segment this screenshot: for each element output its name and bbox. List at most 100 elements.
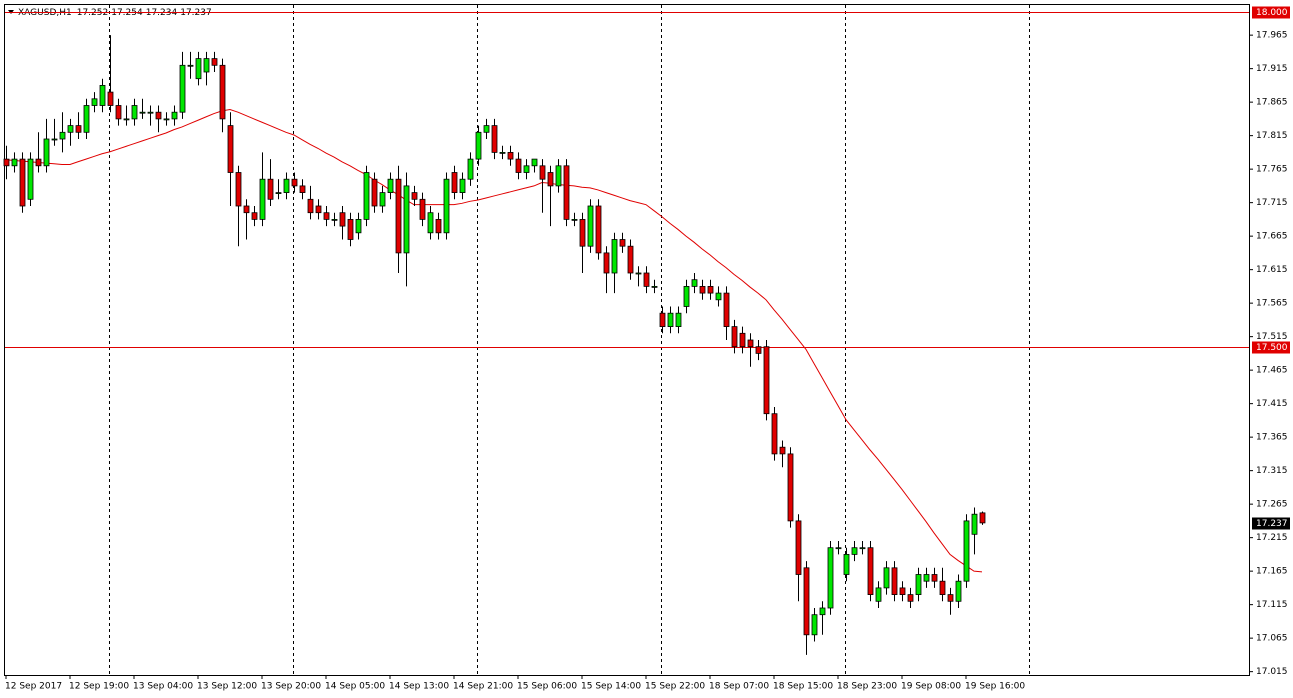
x-tick-label: 13 Sep 12:00 — [197, 682, 257, 692]
candle-body — [187, 64, 194, 67]
candle-body — [139, 111, 146, 114]
candle-body — [435, 218, 442, 234]
candle-body — [531, 158, 538, 167]
x-tick-label: 14 Sep 13:00 — [389, 682, 449, 692]
y-tick-label: 17.715 — [1256, 198, 1288, 208]
candle-body — [67, 125, 74, 133]
candle-body — [323, 212, 330, 220]
candle-body — [35, 158, 42, 167]
candle-body — [683, 285, 690, 307]
candle-body — [227, 125, 234, 173]
candle-body — [587, 205, 594, 247]
candle-body — [731, 326, 738, 348]
candle-body — [235, 172, 242, 207]
y-tick-label: 17.465 — [1256, 366, 1288, 376]
candle-body — [195, 58, 202, 80]
candle-body — [699, 285, 706, 294]
candle-body — [627, 245, 634, 274]
candle-body — [315, 205, 322, 214]
x-tick-label: 15 Sep 22:00 — [645, 682, 705, 692]
candle-body — [491, 125, 498, 153]
candle-body — [507, 151, 514, 160]
candle-body — [219, 64, 226, 120]
y-tick-label: 17.615 — [1256, 265, 1288, 275]
candle-body — [755, 346, 762, 354]
candle-body — [459, 178, 466, 193]
y-tick-label: 17.665 — [1256, 232, 1288, 242]
candle-body — [883, 567, 890, 589]
candle-body — [891, 567, 898, 595]
candle-body — [675, 312, 682, 328]
candle-body — [155, 111, 162, 120]
x-tick-label: 12 Sep 19:00 — [69, 682, 129, 692]
x-tick-label: 15 Sep 14:00 — [581, 682, 641, 692]
candle-body — [667, 312, 674, 328]
candle-body — [291, 178, 298, 187]
y-tick-label: 17.315 — [1256, 466, 1288, 476]
candle-body — [723, 292, 730, 328]
x-tick-label: 14 Sep 05:00 — [325, 682, 385, 692]
candle-body — [371, 178, 378, 207]
candle-body — [443, 178, 450, 234]
candle-body — [811, 614, 818, 636]
candle-body — [563, 165, 570, 220]
x-tick-label: 19 Sep 16:00 — [965, 682, 1025, 692]
candle-body — [59, 131, 66, 140]
candle-body — [171, 111, 178, 120]
candle-body — [899, 587, 906, 596]
candle-body — [779, 446, 786, 455]
y-tick-label: 17.565 — [1256, 299, 1288, 309]
candle-body — [363, 172, 370, 220]
candle-body — [947, 594, 954, 602]
moving-average — [5, 109, 983, 573]
candle-body — [555, 165, 562, 187]
candle-body — [211, 58, 218, 66]
candle-body — [611, 239, 618, 274]
candle-body — [523, 165, 530, 173]
x-tick-label: 15 Sep 06:00 — [517, 682, 577, 692]
candle-body — [499, 151, 506, 154]
candle-body — [875, 587, 882, 602]
candle-body — [851, 547, 858, 555]
candle-body — [51, 138, 58, 141]
candle-body — [403, 185, 410, 254]
candle-body — [251, 212, 258, 220]
x-tick-label: 12 Sep 2017 — [5, 682, 62, 692]
candle-body — [123, 118, 130, 121]
candle-body — [747, 339, 754, 348]
candle-body — [659, 312, 666, 328]
candle-body — [355, 218, 362, 234]
y-tick-label: 17.515 — [1256, 332, 1288, 342]
candle-body — [107, 91, 114, 106]
y-tick-label: 17.965 — [1256, 31, 1288, 41]
candle-body — [411, 192, 418, 200]
candle-body — [331, 218, 338, 221]
y-tick-label: 17.215 — [1256, 533, 1288, 543]
candle-body — [339, 212, 346, 227]
candle-body — [83, 105, 90, 133]
candle-body — [395, 178, 402, 254]
candle-body — [939, 580, 946, 596]
price-box-label: 18.000 — [1256, 8, 1288, 18]
candle-body — [635, 272, 642, 275]
y-tick-label: 17.365 — [1256, 433, 1288, 443]
candle-body — [91, 98, 98, 106]
candle-body — [203, 58, 210, 73]
candle-body — [259, 178, 266, 220]
candle-body — [643, 272, 650, 287]
candle-body — [147, 111, 154, 114]
candle-body — [451, 172, 458, 194]
candle-body — [163, 118, 170, 121]
candle-body — [179, 64, 186, 113]
candle-body — [739, 332, 746, 348]
candle-body — [347, 218, 354, 240]
y-tick-label: 17.165 — [1256, 567, 1288, 577]
candle-body — [955, 580, 962, 602]
candle-body — [979, 512, 986, 524]
x-tick-label: 13 Sep 20:00 — [261, 682, 321, 692]
candle-body — [475, 131, 482, 160]
candle-body — [595, 205, 602, 254]
candle-body — [819, 607, 826, 616]
candle-body — [3, 158, 10, 167]
